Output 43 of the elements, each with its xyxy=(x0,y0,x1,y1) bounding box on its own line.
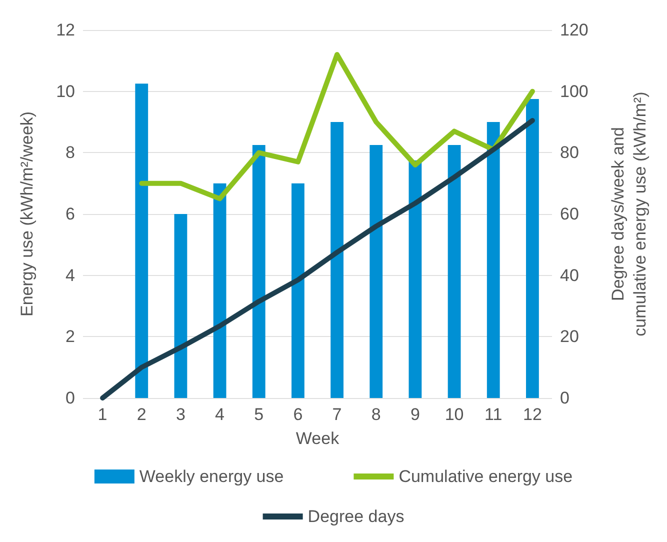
x-tick-label: 11 xyxy=(484,405,502,424)
bar xyxy=(174,214,188,398)
y-tick-label: 0 xyxy=(66,388,75,408)
bar xyxy=(526,99,539,398)
bar xyxy=(252,145,266,398)
bar xyxy=(370,145,383,398)
y2-tick-label: 40 xyxy=(560,266,579,285)
bar xyxy=(486,122,500,398)
y2-tick-label: 20 xyxy=(560,327,579,346)
x-tick-label: 2 xyxy=(136,405,146,424)
y2-tick-label: 120 xyxy=(560,20,588,40)
legend-label: Cumulative energy use xyxy=(398,467,573,486)
x-tick-label: 10 xyxy=(444,405,464,424)
y2-axis-title: Degree days/week and cumulative energy use (kWh/m²) xyxy=(608,92,650,336)
bar xyxy=(292,183,304,398)
legend-label: Weekly energy use xyxy=(139,467,284,486)
x-tick-label: 4 xyxy=(215,405,225,424)
y2-tick-label: 0 xyxy=(560,388,570,408)
x-tick-label: 1 xyxy=(98,405,108,424)
y-tick-label: 10 xyxy=(56,82,75,101)
bar xyxy=(135,84,148,398)
y2-tick-label: 80 xyxy=(560,143,579,162)
x-tick-label: 8 xyxy=(371,405,381,424)
x-tick-label: 9 xyxy=(410,405,420,424)
x-tick-label: 5 xyxy=(254,405,264,424)
x-tick-label: 6 xyxy=(293,405,303,424)
y2-tick-label: 100 xyxy=(560,82,588,101)
bar xyxy=(330,122,344,398)
x-tick-label: 7 xyxy=(332,405,342,424)
y-tick-label: 4 xyxy=(66,266,75,285)
y-tick-label: 2 xyxy=(66,327,75,346)
x-axis-title: Week xyxy=(296,429,340,448)
legend-label: Degree days xyxy=(308,507,404,526)
y2-tick-label: 60 xyxy=(560,204,579,224)
y-axis-title: Energy use (kWh/m²/week) xyxy=(18,112,36,316)
bar xyxy=(213,183,226,398)
y-tick-label: 8 xyxy=(66,143,75,162)
x-tick-label: 3 xyxy=(176,405,186,424)
bar xyxy=(448,145,461,398)
y-tick-label: 12 xyxy=(56,20,75,40)
x-tick-label: 12 xyxy=(522,405,542,424)
y-tick-label: 6 xyxy=(66,204,75,224)
bar xyxy=(408,160,422,398)
